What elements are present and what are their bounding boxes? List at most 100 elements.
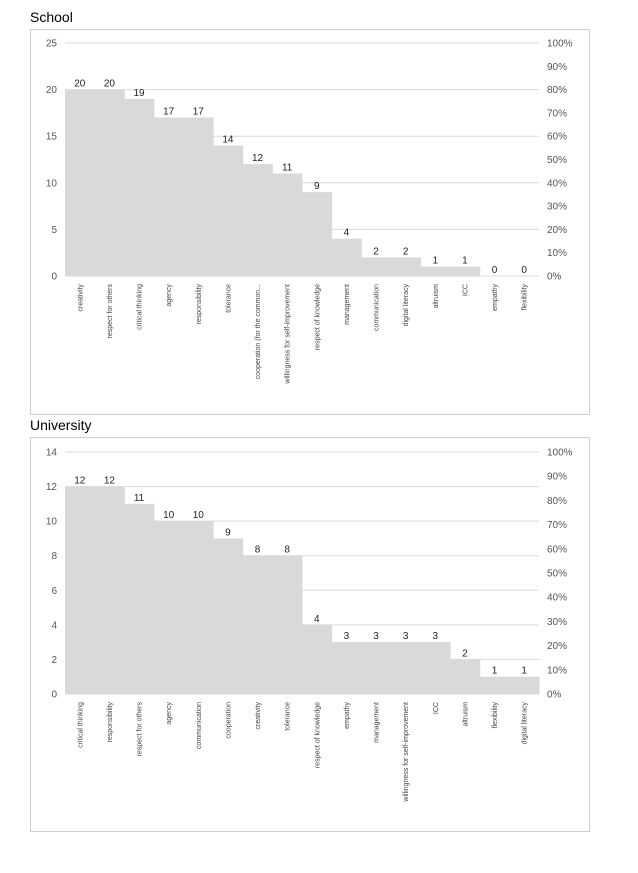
category-label: creativity xyxy=(77,284,84,312)
category-label: critical thinking xyxy=(137,284,144,330)
bar xyxy=(153,117,184,276)
y2-tick-label: 80% xyxy=(547,85,567,96)
bar xyxy=(153,521,184,694)
y2-tick-label: 50% xyxy=(547,155,567,166)
bar xyxy=(361,257,392,276)
bar xyxy=(361,642,392,694)
category-label: tolerance xyxy=(285,702,292,731)
y-tick-label: 15 xyxy=(46,132,58,143)
category-label: respect of knowledge xyxy=(314,702,321,768)
data-label: 0 xyxy=(521,265,527,276)
bar xyxy=(213,145,244,276)
y-tick-label: 2 xyxy=(51,655,57,666)
category-label: management xyxy=(344,284,351,325)
category-label: willingness for self-improvement xyxy=(285,284,292,385)
bar xyxy=(302,192,333,276)
category-label: altruism xyxy=(433,284,440,309)
bar xyxy=(183,117,214,276)
y2-tick-label: 90% xyxy=(547,62,567,73)
bar xyxy=(242,555,273,694)
y2-tick-label: 50% xyxy=(547,569,567,580)
category-label: critical thinking xyxy=(77,702,84,748)
category-label: agency xyxy=(166,284,173,307)
y2-tick-label: 70% xyxy=(547,108,567,119)
bar xyxy=(213,538,244,694)
y-tick-label: 8 xyxy=(51,551,57,562)
data-label: 2 xyxy=(403,246,409,257)
category-label: communication xyxy=(196,702,203,749)
y2-tick-label: 60% xyxy=(547,544,567,555)
category-label: tolerance xyxy=(225,284,232,313)
category-label: respect for others xyxy=(137,702,144,757)
y2-tick-label: 0% xyxy=(547,690,562,701)
y2-tick-label: 40% xyxy=(547,593,567,604)
data-label: 10 xyxy=(163,510,175,521)
bar xyxy=(242,164,273,276)
data-label: 1 xyxy=(433,256,439,267)
bar xyxy=(331,238,362,276)
data-label: 1 xyxy=(462,256,468,267)
bar xyxy=(94,89,125,276)
data-label: 20 xyxy=(104,79,116,90)
category-label: ICC xyxy=(433,702,440,714)
category-label: respect for others xyxy=(107,284,114,339)
y2-tick-label: 10% xyxy=(547,248,567,259)
y-tick-label: 10 xyxy=(46,517,58,528)
bar xyxy=(331,642,362,694)
data-label: 11 xyxy=(134,493,145,504)
bar xyxy=(390,257,421,276)
y2-tick-label: 20% xyxy=(547,641,567,652)
y2-tick-label: 90% xyxy=(547,472,567,483)
category-label: flexibility xyxy=(522,284,529,311)
y2-tick-label: 100% xyxy=(547,448,573,459)
y2-tick-label: 30% xyxy=(547,617,567,628)
category-label: cooperation (for the common... xyxy=(255,284,262,379)
category-label: management xyxy=(374,702,381,743)
data-label: 14 xyxy=(222,135,234,146)
category-label: flexibility xyxy=(492,702,499,729)
university-chart: 0 2 4 6 8 10 12 14 0% 10% 20% 30% 40% 50% 60% 70% 80% 90%… xyxy=(30,437,590,832)
y-tick-label: 0 xyxy=(51,690,57,701)
bar xyxy=(124,503,155,694)
bar xyxy=(183,521,214,694)
bar xyxy=(479,676,510,694)
category-label: agency xyxy=(166,702,173,725)
y-tick-label: 20 xyxy=(46,85,58,96)
y2-tick-label: 40% xyxy=(547,178,567,189)
school-chart-svg: 05101520250%10%20%30%40%50%60%70%80%90%1… xyxy=(46,39,573,385)
y2-tick-label: 80% xyxy=(547,496,567,507)
data-label: 2 xyxy=(462,648,468,659)
bar xyxy=(94,486,125,694)
category-label: digital literacy xyxy=(403,284,410,327)
y2-tick-label: 30% xyxy=(547,202,567,213)
bar xyxy=(272,555,303,694)
data-label: 17 xyxy=(163,107,175,118)
y2-tick-label: 20% xyxy=(547,225,567,236)
data-label: 2 xyxy=(373,246,379,257)
y-tick-label: 0 xyxy=(51,272,57,283)
bar xyxy=(302,624,333,694)
bar xyxy=(450,266,481,276)
y2-tick-label: 0% xyxy=(547,272,562,283)
data-label: 3 xyxy=(403,631,409,642)
category-label: empathy xyxy=(344,702,351,729)
category-label: cooperation xyxy=(225,702,232,739)
data-label: 8 xyxy=(255,545,261,556)
y2-tick-label: 60% xyxy=(547,132,567,143)
data-label: 19 xyxy=(134,88,146,99)
bar xyxy=(124,98,155,276)
bar xyxy=(272,173,303,276)
bar xyxy=(390,642,421,694)
y-tick-label: 5 xyxy=(51,225,57,236)
data-label: 12 xyxy=(104,476,116,487)
category-label: creativity xyxy=(255,702,262,730)
y2-tick-label: 100% xyxy=(547,39,573,50)
data-label: 4 xyxy=(344,228,350,239)
category-label: altruism xyxy=(462,702,469,727)
y-tick-label: 14 xyxy=(46,448,58,459)
y-tick-label: 6 xyxy=(51,586,57,597)
data-label: 1 xyxy=(521,666,527,677)
data-label: 12 xyxy=(74,476,86,487)
category-label: respect of knowledge xyxy=(314,284,321,350)
data-label: 17 xyxy=(193,107,205,118)
